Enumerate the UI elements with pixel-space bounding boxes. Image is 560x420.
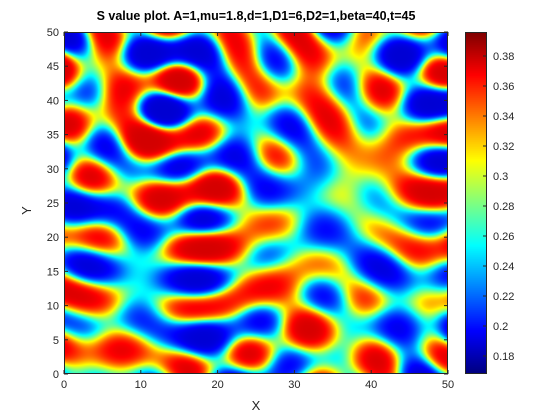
y-tick-label: 25: [47, 198, 59, 210]
colorbar-tick-label: 0.2: [493, 321, 508, 333]
colorbar-tick-label: 0.22: [493, 291, 514, 303]
y-tick-label: 15: [47, 266, 59, 278]
x-tick-label: 30: [288, 379, 300, 391]
chart-title: S value plot. A=1,mu=1.8,d=1,D1=6,D2=1,b…: [96, 9, 416, 23]
colorbar-frame: [465, 32, 487, 374]
y-tick-label: 45: [47, 61, 59, 73]
colorbar-tick-label: 0.3: [493, 171, 508, 183]
y-tick-label: 40: [47, 95, 59, 107]
x-tick-label: 0: [61, 379, 67, 391]
y-tick-label: 10: [47, 301, 59, 313]
x-tick-label: 10: [135, 379, 147, 391]
colorbar-tick-label: 0.18: [493, 351, 514, 363]
colorbar-tick-label: 0.26: [493, 231, 514, 243]
heatmap-plot: [64, 32, 448, 374]
colorbar: [465, 32, 487, 374]
y-tick-label: 35: [47, 130, 59, 142]
x-tick-label: 20: [211, 379, 223, 391]
colorbar-tick-label: 0.24: [493, 261, 514, 273]
y-tick-label: 30: [47, 164, 59, 176]
colorbar-tick-label: 0.36: [493, 81, 514, 93]
y-tick-label: 0: [53, 369, 59, 381]
x-axis-label: X: [251, 398, 261, 413]
colorbar-tick-label: 0.28: [493, 201, 514, 213]
y-axis-label: Y: [18, 206, 34, 215]
y-tick-label: 50: [47, 27, 59, 39]
y-tick-label: 20: [47, 232, 59, 244]
y-tick-label: 5: [53, 335, 59, 347]
colorbar-tick-label: 0.32: [493, 141, 514, 153]
x-tick-label: 40: [365, 379, 377, 391]
colorbar-tick-label: 0.38: [493, 51, 514, 63]
plot-frame: [64, 32, 448, 374]
colorbar-tick-label: 0.34: [493, 111, 514, 123]
x-tick-label: 50: [442, 379, 454, 391]
